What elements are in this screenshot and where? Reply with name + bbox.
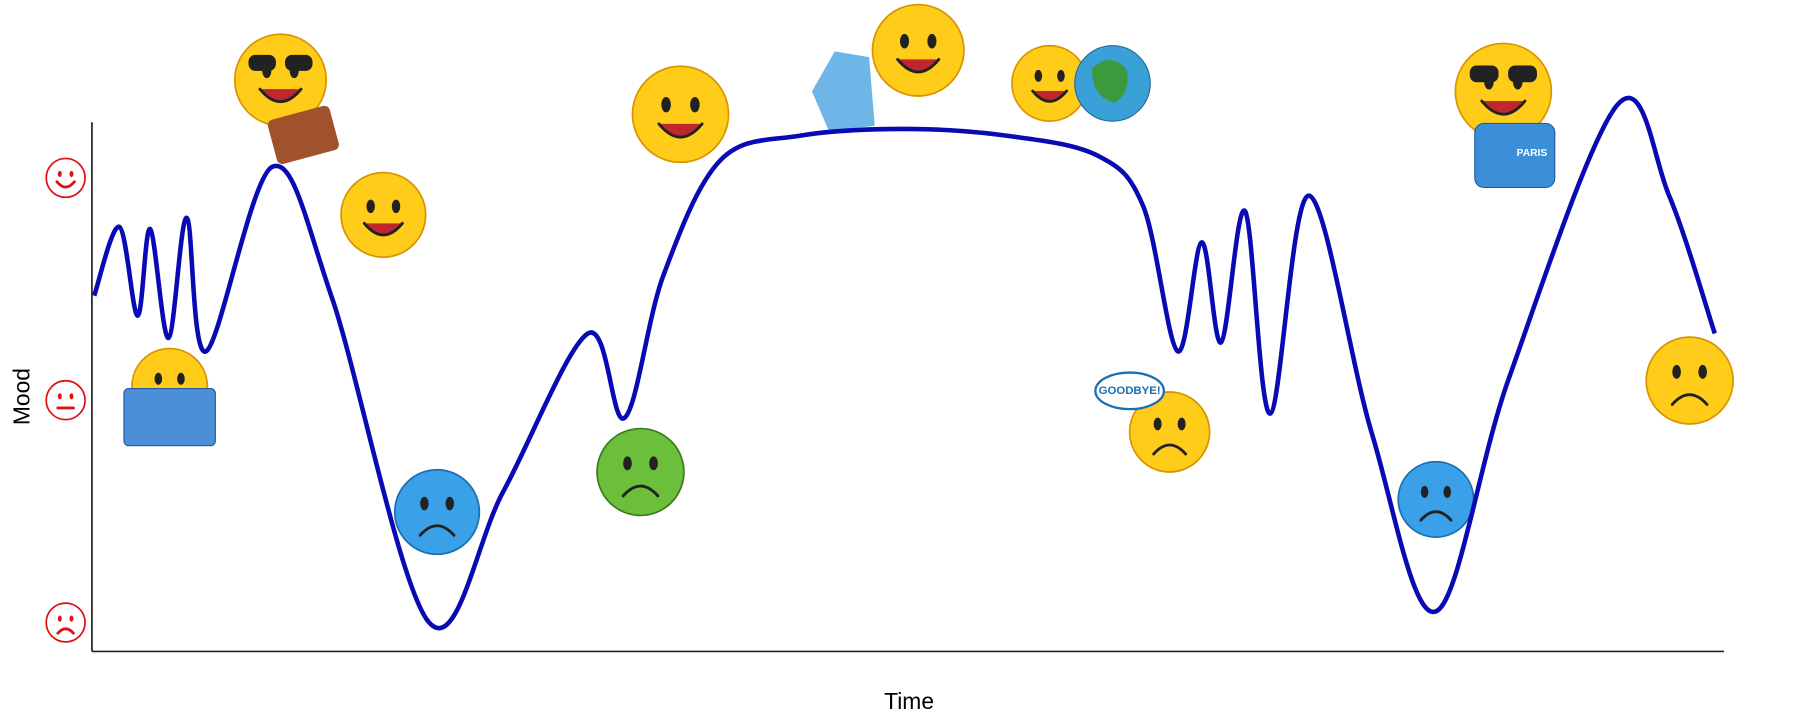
eye xyxy=(366,200,374,214)
sunglasses xyxy=(1470,65,1499,82)
face xyxy=(597,429,684,516)
annotation: PARIS xyxy=(1517,148,1548,159)
eye xyxy=(1698,365,1707,379)
eye xyxy=(70,616,74,622)
face xyxy=(1646,337,1733,424)
sunglasses xyxy=(249,55,276,71)
y-tick-icon xyxy=(46,381,85,420)
eye xyxy=(1672,365,1681,379)
eye xyxy=(661,97,671,112)
book xyxy=(124,389,215,446)
annotation: GOODBYE! xyxy=(1099,385,1161,397)
page: {"chart_data": { "type": "line", "x_labe… xyxy=(0,0,1793,720)
eye xyxy=(58,171,62,177)
face xyxy=(633,66,729,162)
eye xyxy=(392,200,400,214)
eye xyxy=(58,393,62,399)
eye xyxy=(1178,418,1186,431)
x-axis-label: Time xyxy=(884,688,934,714)
eye xyxy=(623,456,632,470)
eye xyxy=(70,393,74,399)
mood-line xyxy=(94,98,1715,628)
eye xyxy=(927,34,936,49)
eye xyxy=(649,456,658,470)
face xyxy=(46,158,85,197)
eye xyxy=(446,497,454,511)
eye xyxy=(70,171,74,177)
eye xyxy=(1421,486,1429,498)
eye xyxy=(155,373,163,385)
eye xyxy=(1035,70,1043,82)
eye xyxy=(58,616,62,622)
eye xyxy=(1057,70,1065,82)
y-tick-icon xyxy=(46,603,85,642)
face xyxy=(1398,462,1473,537)
face xyxy=(341,173,426,258)
bags xyxy=(812,51,875,131)
mouth xyxy=(57,182,74,187)
chart: GOODBYE! PARIS Mood Time xyxy=(0,0,1793,720)
eye xyxy=(900,34,909,49)
sunglasses xyxy=(1508,65,1537,82)
face xyxy=(46,381,85,420)
y-axis-label: Mood xyxy=(8,368,34,425)
face xyxy=(395,470,480,555)
face xyxy=(46,603,85,642)
mouth xyxy=(58,629,74,633)
face xyxy=(873,5,964,96)
y-tick-icon xyxy=(46,158,85,197)
eye xyxy=(1443,486,1451,498)
illustrations: GOODBYE! PARIS xyxy=(124,5,1733,555)
sunglasses xyxy=(285,55,312,71)
eye xyxy=(690,97,700,112)
eye xyxy=(1154,418,1162,431)
eye xyxy=(420,497,428,511)
eye xyxy=(177,373,185,385)
